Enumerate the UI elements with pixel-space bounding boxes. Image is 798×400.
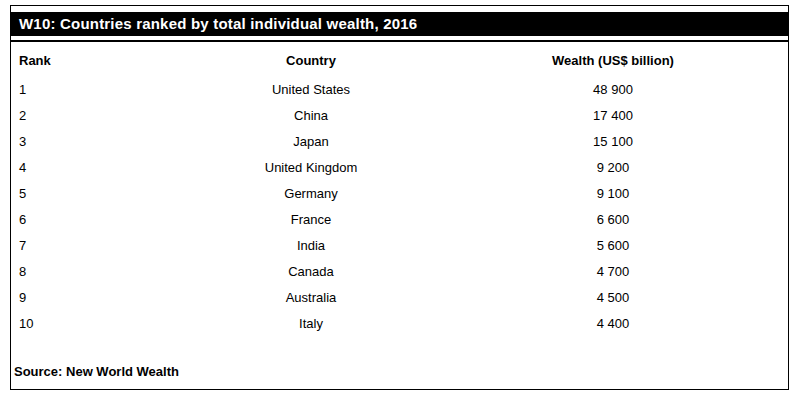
cell-filler [703,310,788,336]
table-title: W10: Countries ranked by total individua… [19,15,417,32]
cell-rank: 6 [11,206,99,232]
table-row: 1United States48 900 [11,76,788,102]
cell-filler [703,258,788,284]
cell-rank: 7 [11,232,99,258]
cell-wealth: 6 600 [523,206,703,232]
table-row: 2China17 400 [11,102,788,128]
cell-filler [703,232,788,258]
cell-country: Germany [99,180,523,206]
table-frame: W10: Countries ranked by total individua… [10,5,789,390]
cell-wealth: 4 500 [523,284,703,310]
column-header-filler [703,44,788,76]
table-row: 10Italy4 400 [11,310,788,336]
cell-country: Italy [99,310,523,336]
cell-filler [703,206,788,232]
title-bar: W10: Countries ranked by total individua… [11,12,788,36]
cell-wealth: 5 600 [523,232,703,258]
cell-filler [703,180,788,206]
cell-wealth: 9 200 [523,154,703,180]
table-row: 7India5 600 [11,232,788,258]
cell-country: China [99,102,523,128]
cell-rank: 10 [11,310,99,336]
title-divider [11,40,788,42]
cell-rank: 1 [11,76,99,102]
cell-rank: 3 [11,128,99,154]
cell-filler [703,154,788,180]
cell-wealth: 4 700 [523,258,703,284]
cell-rank: 9 [11,284,99,310]
table-row: 4United Kingdom9 200 [11,154,788,180]
table-row: 9Australia4 500 [11,284,788,310]
header-row: Rank Country Wealth (US$ billion) [11,44,788,76]
cell-wealth: 9 100 [523,180,703,206]
column-header-wealth: Wealth (US$ billion) [523,44,703,76]
table-row: 3Japan15 100 [11,128,788,154]
cell-country: United States [99,76,523,102]
cell-country: Japan [99,128,523,154]
cell-rank: 2 [11,102,99,128]
column-header-country: Country [99,44,523,76]
cell-rank: 8 [11,258,99,284]
cell-filler [703,284,788,310]
cell-filler [703,128,788,154]
source-note: Source: New World Wealth [11,364,788,389]
cell-wealth: 4 400 [523,310,703,336]
table-row: 8Canada4 700 [11,258,788,284]
cell-rank: 5 [11,180,99,206]
cell-country: Canada [99,258,523,284]
cell-wealth: 17 400 [523,102,703,128]
cell-filler [703,76,788,102]
cell-country: France [99,206,523,232]
column-header-rank: Rank [11,44,99,76]
cell-filler [703,102,788,128]
cell-country: Australia [99,284,523,310]
cell-wealth: 48 900 [523,76,703,102]
cell-country: United Kingdom [99,154,523,180]
wealth-table: Rank Country Wealth (US$ billion) 1Unite… [11,44,788,336]
table-row: 5Germany9 100 [11,180,788,206]
cell-country: India [99,232,523,258]
table-body: 1United States48 9002China17 4003Japan15… [11,76,788,336]
cell-rank: 4 [11,154,99,180]
table-row: 6France6 600 [11,206,788,232]
table-header: Rank Country Wealth (US$ billion) [11,44,788,76]
cell-wealth: 15 100 [523,128,703,154]
